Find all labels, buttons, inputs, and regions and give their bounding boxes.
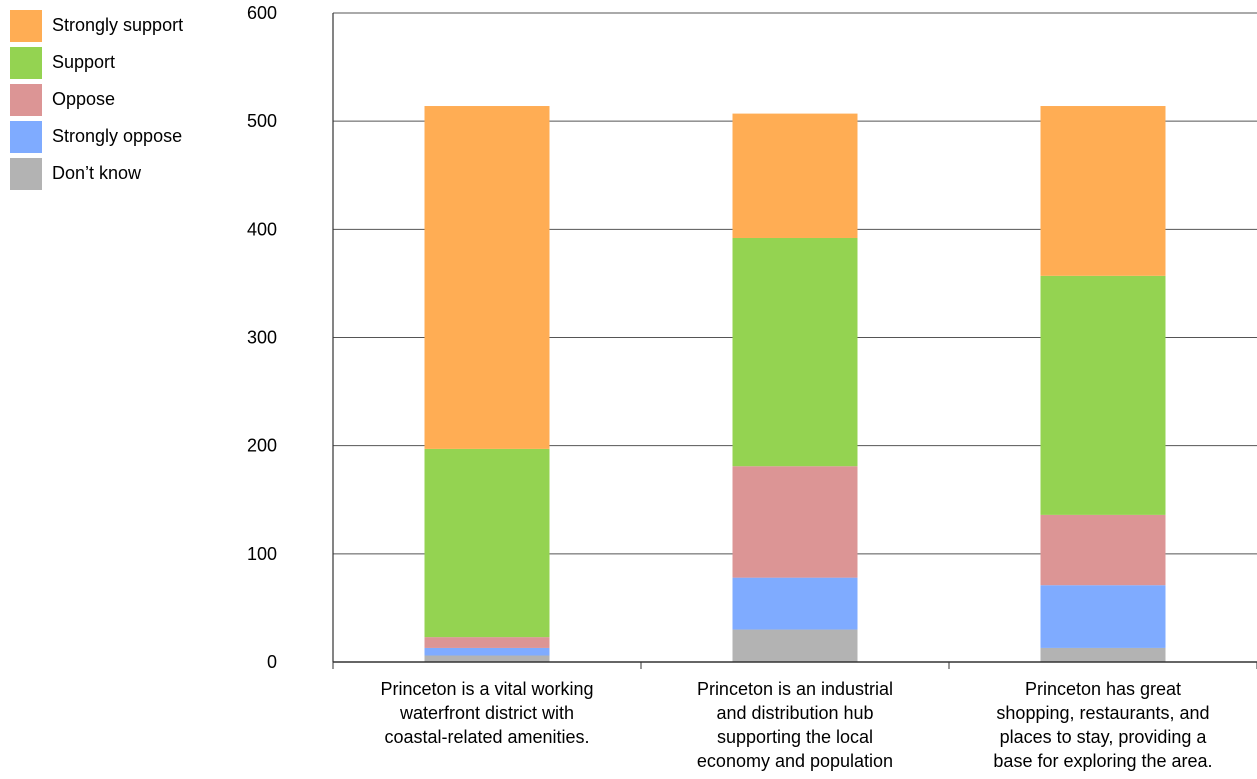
bar-segment [1040, 275, 1166, 515]
x-category-label: Princeton is an industrial and distributi… [697, 679, 893, 771]
bar-segment [424, 647, 550, 656]
bar-segment [424, 637, 550, 648]
legend-item: Strongly oppose [10, 118, 183, 155]
legend-item: Oppose [10, 81, 183, 118]
x-category-label: Princeton is a vital working waterfront d… [380, 679, 593, 747]
bar-segment [1040, 514, 1166, 586]
legend-swatch [10, 120, 42, 153]
y-tick-label: 500 [247, 111, 277, 131]
legend-swatch [10, 46, 42, 79]
legend-label: Don’t know [52, 163, 142, 183]
legend-label: Support [52, 52, 116, 72]
legend-swatch [10, 83, 42, 116]
bar-segment [1040, 647, 1166, 662]
y-tick-label: 200 [247, 436, 277, 456]
bar-segment [732, 466, 858, 578]
bar-segment [424, 448, 550, 638]
legend-swatch [10, 9, 42, 42]
bar-segment [424, 655, 550, 662]
bar-segment [424, 106, 550, 449]
bar-segment [732, 237, 858, 467]
legend: Strongly support Support Oppose Strongly op… [10, 7, 183, 192]
y-tick-label: 100 [247, 544, 277, 564]
y-tick-label: 0 [267, 652, 277, 672]
legend-item: Support [10, 44, 183, 81]
bar-segment [732, 577, 858, 630]
legend-item: Strongly support [10, 7, 183, 44]
bar-segment [732, 113, 858, 238]
legend-item: Don’t know [10, 155, 183, 192]
legend-label: Strongly support [52, 15, 184, 35]
legend-swatch [10, 157, 42, 190]
y-tick-label: 300 [247, 328, 277, 348]
x-category-label: Princeton has great shopping, restaurants… [993, 679, 1212, 771]
bar-segment [1040, 585, 1166, 648]
legend-label: Oppose [52, 89, 116, 109]
bar-segment [732, 629, 858, 662]
legend-label: Strongly oppose [52, 126, 183, 146]
y-tick-label: 600 [247, 3, 277, 23]
y-tick-label: 400 [247, 219, 277, 239]
bar-segment [1040, 106, 1166, 276]
